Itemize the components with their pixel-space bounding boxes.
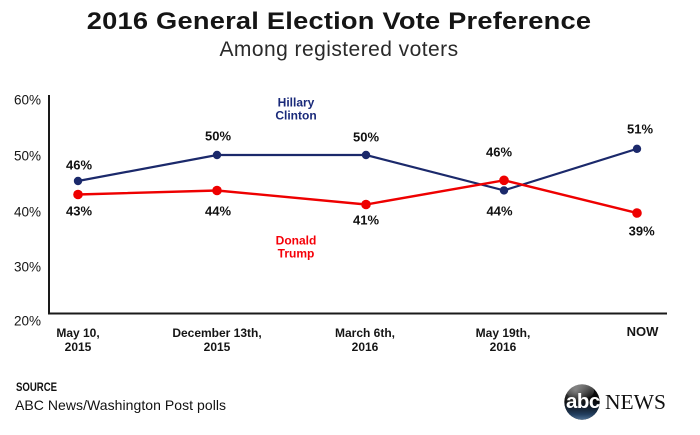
svg-text:abc: abc (566, 390, 600, 413)
svg-text:NEWS: NEWS (605, 390, 666, 414)
